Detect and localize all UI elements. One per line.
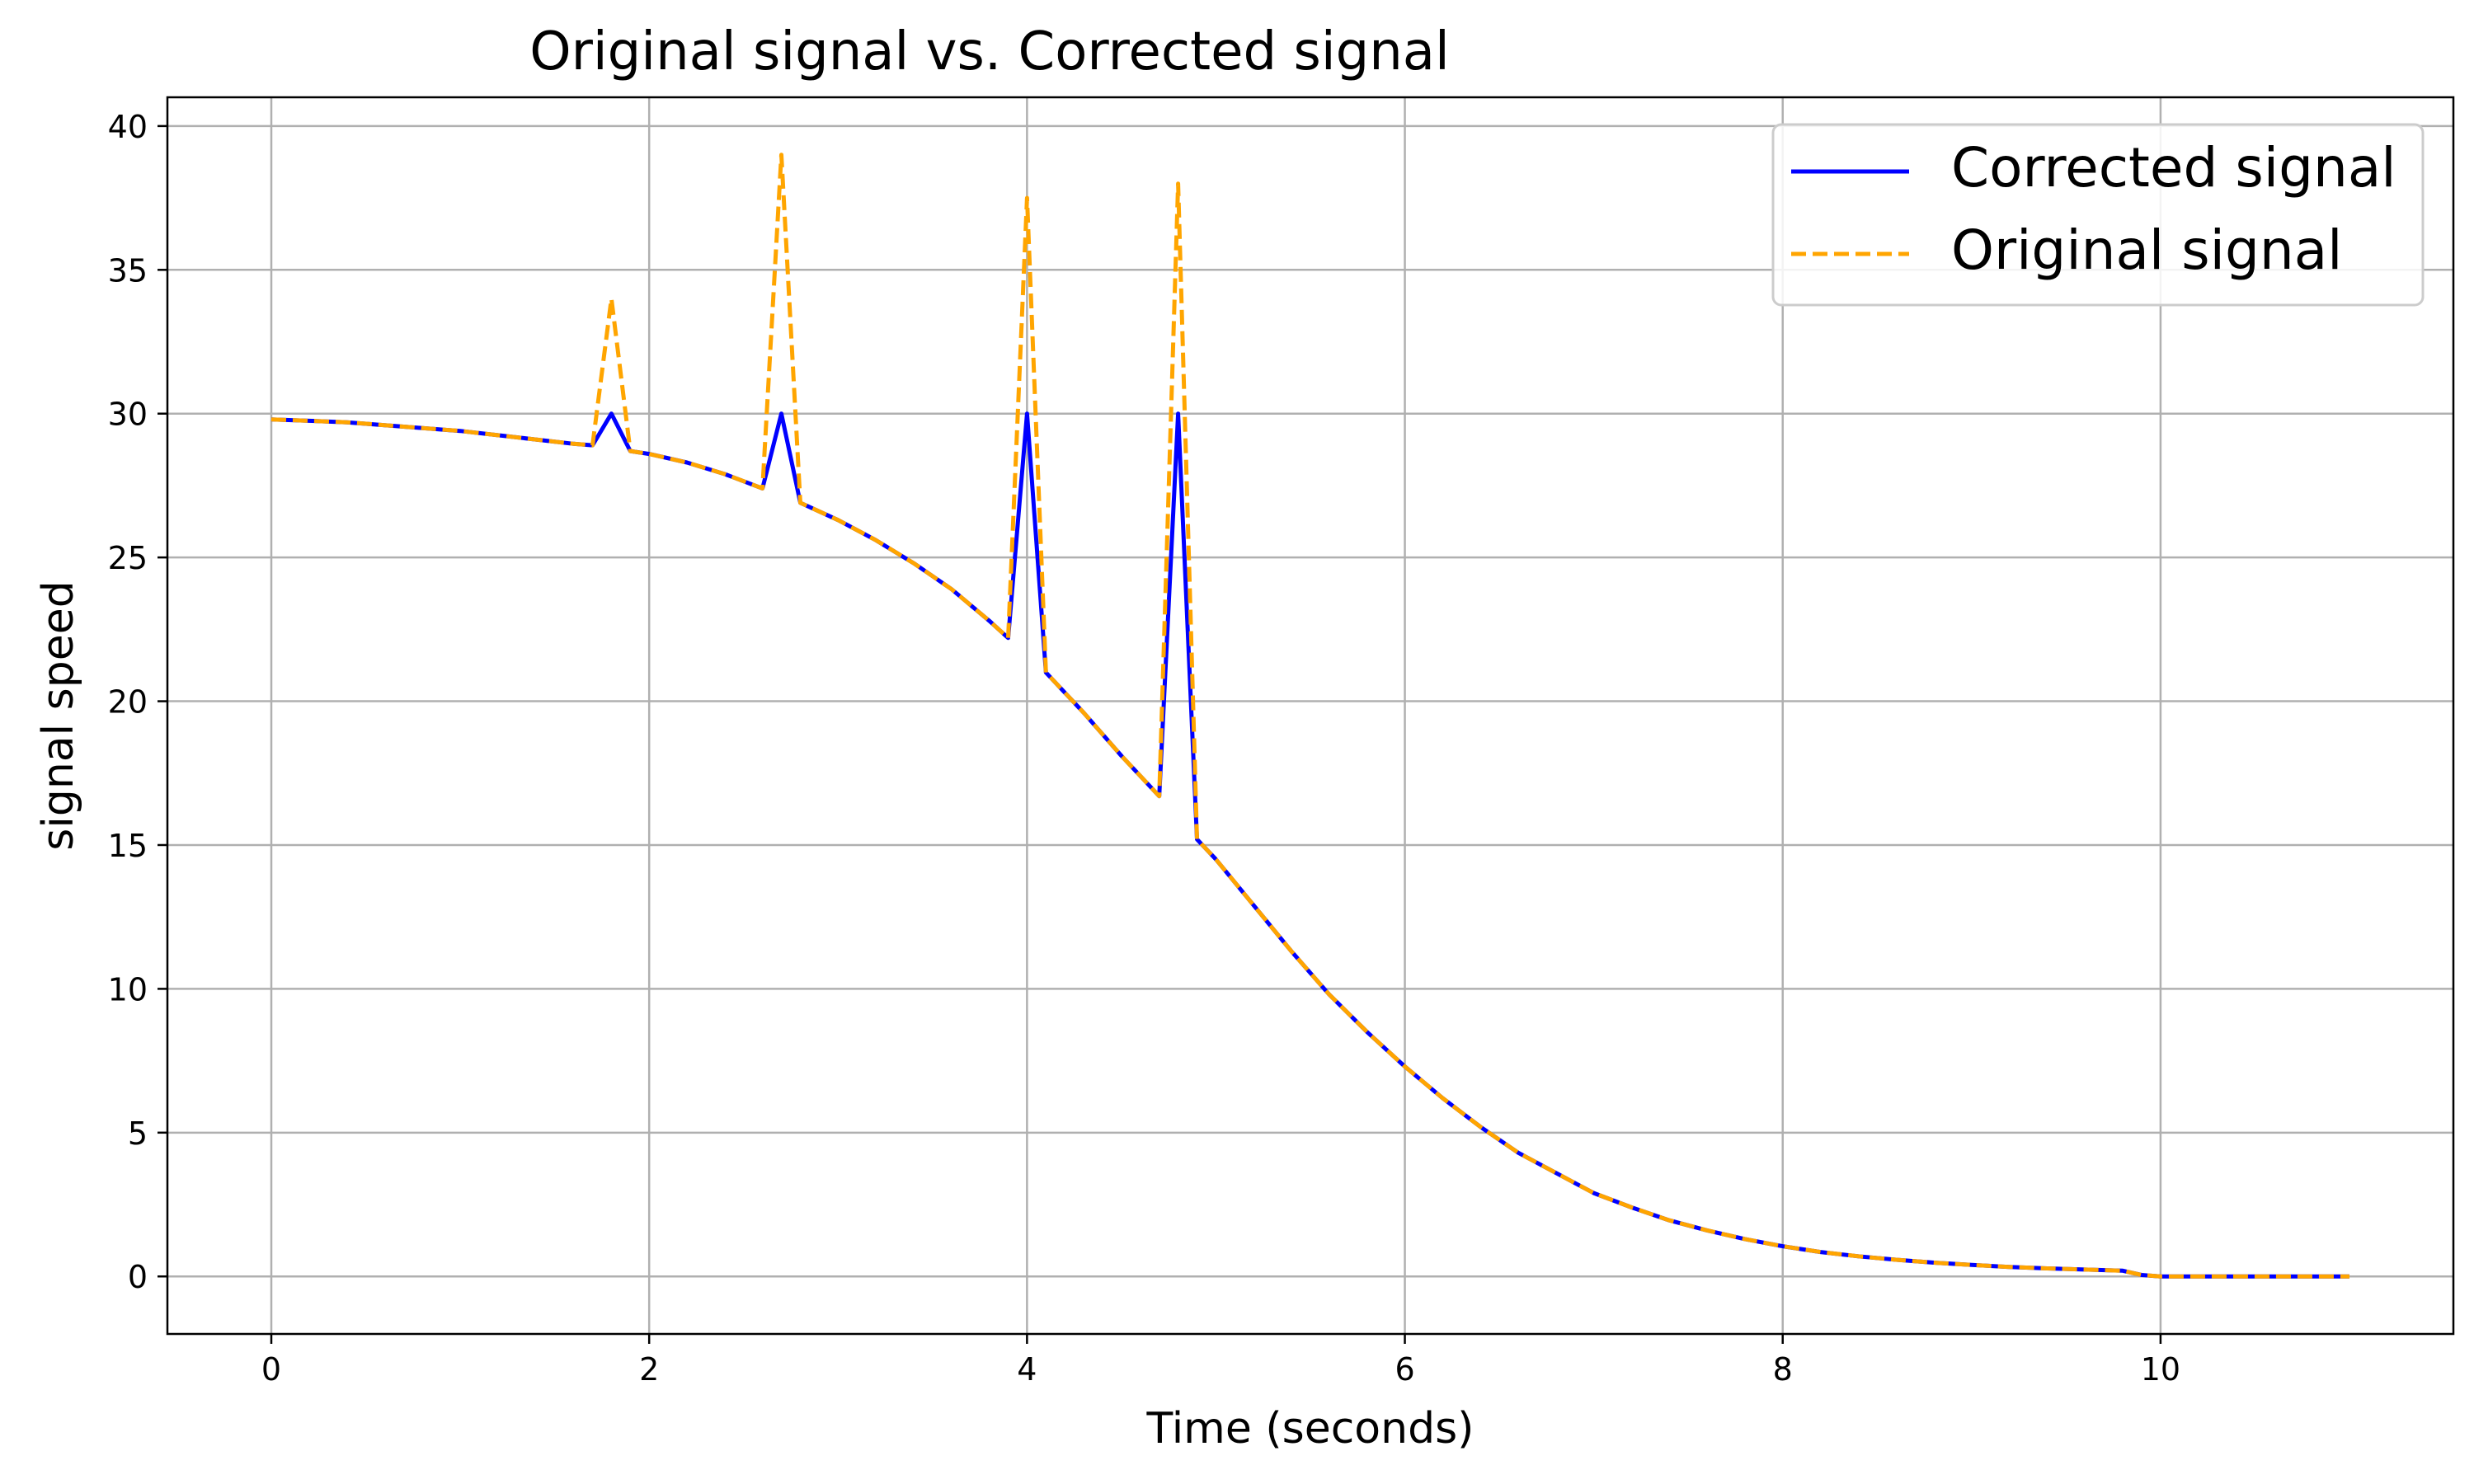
y-axis-label: signal speed: [34, 580, 83, 850]
legend-label-corrected: Corrected signal: [1951, 136, 2396, 200]
x-tick-label: 10: [2141, 1351, 2180, 1388]
legend-label-original: Original signal: [1951, 218, 2342, 282]
y-tick-label: 30: [108, 397, 148, 433]
x-tick-label: 0: [261, 1351, 281, 1388]
y-tick-label: 40: [108, 109, 148, 145]
y-tick-label: 5: [128, 1115, 148, 1152]
chart-title: Original signal vs. Corrected signal: [529, 21, 1450, 82]
legend-box: [1771, 123, 2425, 307]
axis-ticks: 0 2 4 6 8 10 0 5 10 15 20 25 30 35 40: [108, 109, 2180, 1388]
plot-frame: [166, 96, 2455, 1336]
x-axis-label: Time (seconds): [1146, 1404, 1475, 1453]
y-tick-label: 20: [108, 684, 148, 721]
series-lines: [270, 153, 2349, 1279]
x-tick-label: 6: [1395, 1351, 1414, 1388]
x-tick-label: 2: [639, 1351, 659, 1388]
x-tick-label: 8: [1773, 1351, 1793, 1388]
x-tick-label: 4: [1017, 1351, 1037, 1388]
y-tick-label: 25: [108, 540, 148, 576]
original-signal-line: [270, 153, 2349, 1279]
legend: Corrected signal Original signal: [1771, 123, 2425, 307]
y-tick-label: 0: [128, 1259, 148, 1295]
y-tick-label: 15: [108, 828, 148, 864]
y-tick-label: 10: [108, 971, 148, 1007]
y-tick-label: 35: [108, 252, 148, 289]
grid-lines: [167, 97, 2453, 1334]
